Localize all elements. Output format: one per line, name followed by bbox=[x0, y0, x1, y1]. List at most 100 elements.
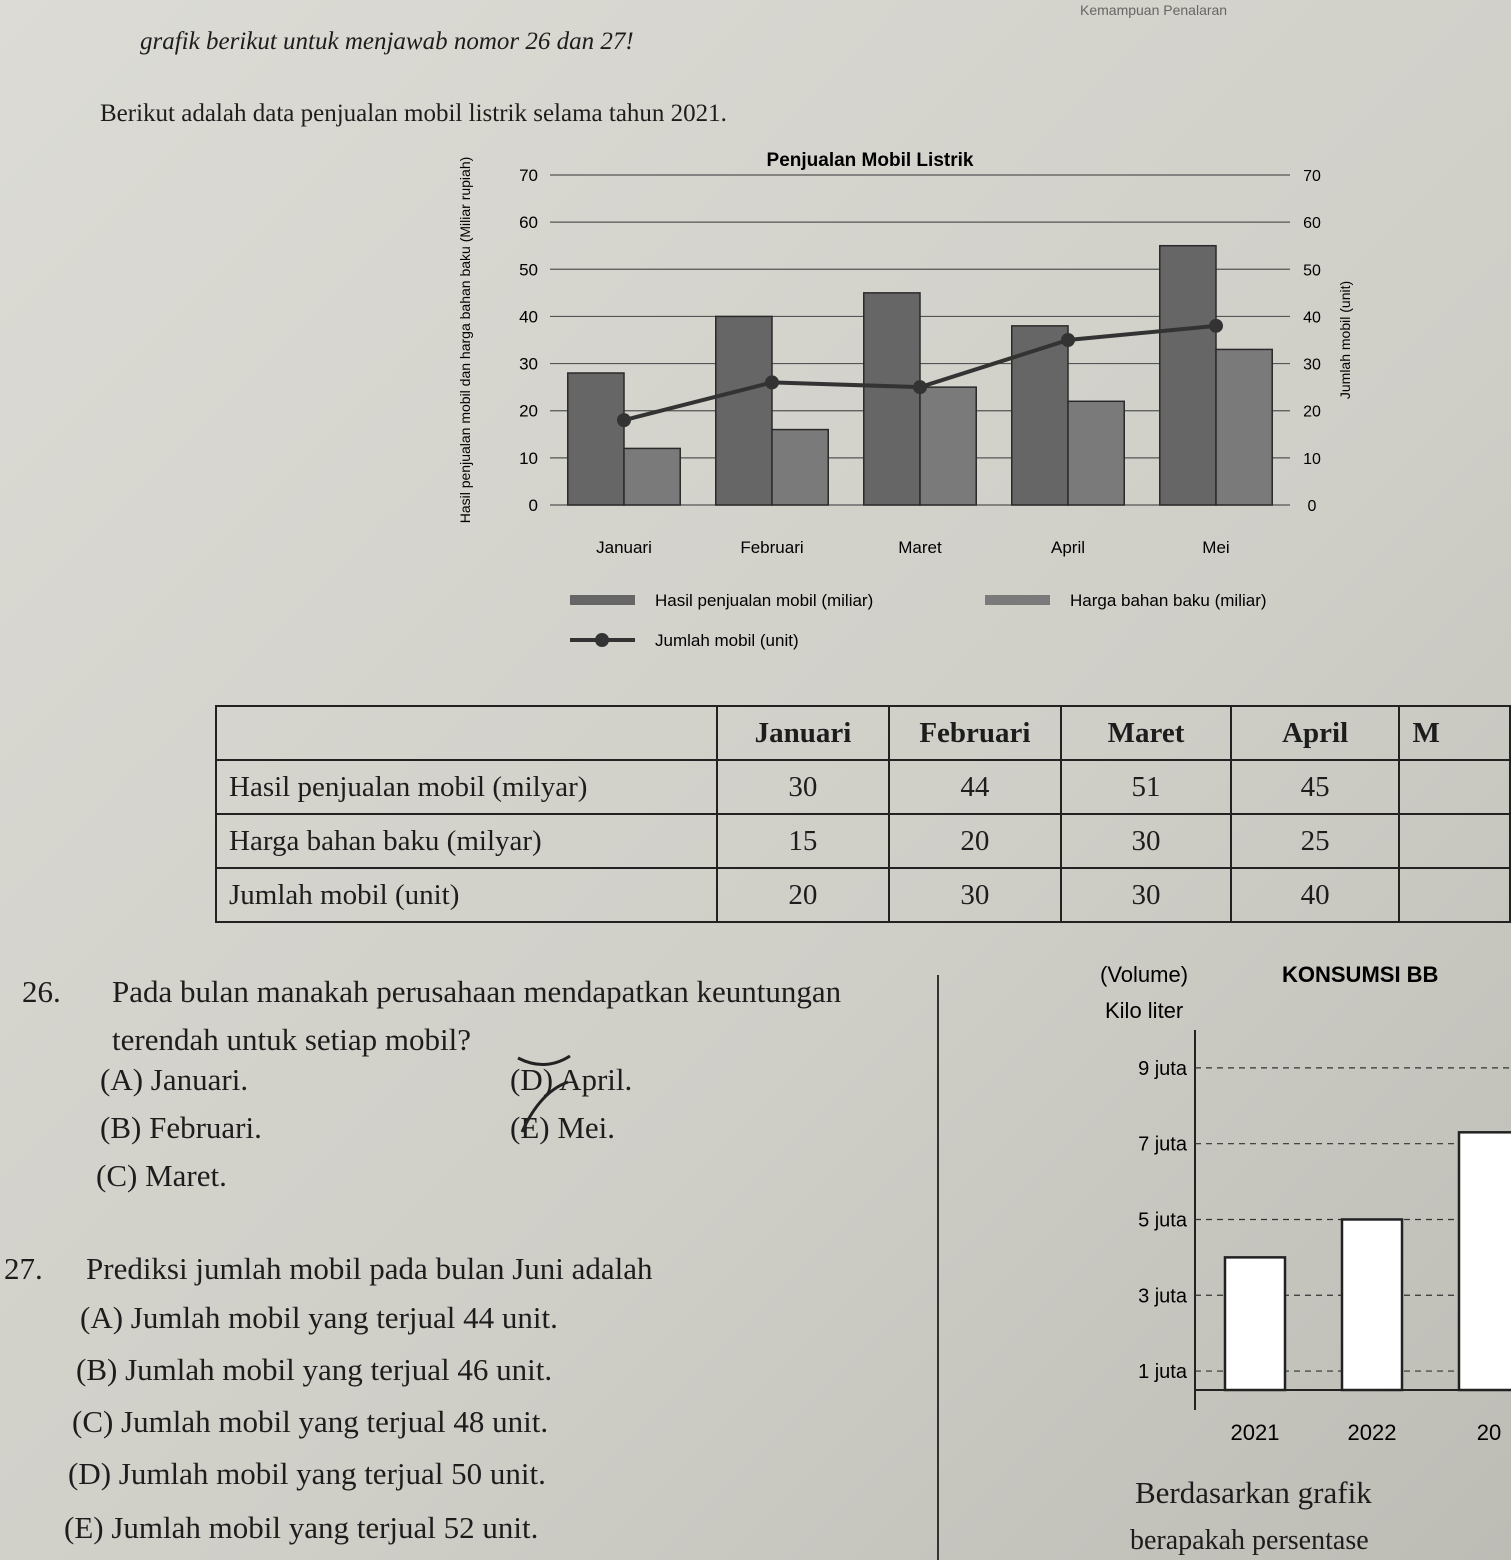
option-label: (C) bbox=[72, 1404, 114, 1439]
y-tick-label: 60 bbox=[519, 213, 538, 232]
answer-mark bbox=[517, 1054, 571, 1133]
data-table: Januari Februari Maret April M Hasil pen… bbox=[214, 705, 1511, 923]
option: (C) Jumlah mobil yang terjual 48 unit. bbox=[72, 1404, 548, 1440]
table-header: Maret bbox=[1060, 705, 1232, 761]
table-row: Hasil penjualan mobil (milyar) 30 44 51 … bbox=[214, 759, 1511, 815]
option-text: Maret. bbox=[145, 1158, 227, 1193]
cell: 45 bbox=[1229, 759, 1401, 815]
line-point bbox=[1209, 318, 1223, 333]
option: (E) Jumlah mobil yang terjual 52 unit. bbox=[64, 1510, 538, 1546]
question-text: berapakah persentase bbox=[1130, 1525, 1369, 1556]
option: (B) Februari. bbox=[100, 1110, 262, 1146]
question-number: 27. bbox=[4, 1251, 43, 1286]
instruction: grafik berikut untuk menjawab nomor 26 d… bbox=[140, 28, 634, 55]
option-label: (A) bbox=[80, 1300, 124, 1335]
cell: 51 bbox=[1060, 759, 1232, 815]
cell: 25 bbox=[1229, 813, 1401, 869]
page-header: Kemampuan Penalaran bbox=[1080, 2, 1228, 18]
question-text: Berdasarkan grafik bbox=[1135, 1475, 1372, 1510]
y-tick-label: 0 bbox=[529, 496, 538, 515]
bar bbox=[623, 447, 681, 506]
question-number: 26. bbox=[22, 974, 61, 1009]
option-label: (A) bbox=[100, 1062, 144, 1097]
cell: 20 bbox=[887, 813, 1063, 869]
bar bbox=[863, 292, 921, 506]
option: (D) April. bbox=[510, 1062, 632, 1098]
y-tick-label: 5 juta bbox=[1138, 1209, 1188, 1231]
row-label: Harga bahan baku (milyar) bbox=[214, 813, 719, 869]
line-point bbox=[1061, 333, 1075, 347]
line-point bbox=[913, 380, 927, 395]
cell: 15 bbox=[716, 813, 890, 869]
option-text: Jumlah mobil yang terjual 46 unit. bbox=[125, 1352, 553, 1387]
y2-axis-title: Jumlah mobil (unit) bbox=[1337, 281, 1353, 399]
fuel-chart: KONSUMSI BB (Volume) Kilo liter 1 juta 3 jut… bbox=[1100, 962, 1511, 1445]
line-point bbox=[765, 375, 779, 390]
y-tick-label: 40 bbox=[519, 307, 538, 326]
y2-tick-label: 30 bbox=[1303, 357, 1321, 374]
option-text: Jumlah mobil yang terjual 50 unit. bbox=[118, 1456, 546, 1491]
y-axis-title: (Volume) bbox=[1100, 962, 1188, 987]
table-row: Harga bahan baku (milyar) 15 20 30 25 bbox=[214, 813, 1511, 869]
table-header: April bbox=[1229, 705, 1401, 761]
option: (A) Januari. bbox=[100, 1062, 248, 1098]
bar bbox=[771, 428, 829, 506]
y-tick-label: 1 juta bbox=[1138, 1361, 1188, 1383]
bar bbox=[715, 315, 773, 506]
bar bbox=[1457, 1131, 1511, 1392]
option-label: (C) bbox=[96, 1158, 138, 1193]
legend-label: Jumlah mobil (unit) bbox=[655, 631, 799, 650]
bar bbox=[1159, 244, 1217, 506]
x-tick-label: 2022 bbox=[1348, 1420, 1397, 1445]
chart-title: KONSUMSI BB bbox=[1282, 962, 1438, 987]
cell: 40 bbox=[1229, 867, 1401, 923]
cell: 20 bbox=[716, 867, 890, 923]
table-row: Jumlah mobil (unit) 20 30 30 40 bbox=[214, 867, 1511, 923]
option-label: (E) bbox=[64, 1510, 104, 1545]
cell bbox=[1398, 759, 1511, 815]
row-label: Jumlah mobil (unit) bbox=[214, 867, 719, 923]
column-divider bbox=[937, 975, 939, 1560]
bar bbox=[1340, 1218, 1404, 1392]
table-corner bbox=[214, 705, 719, 761]
bar bbox=[1223, 1256, 1287, 1392]
option: (C) Maret. bbox=[96, 1158, 227, 1194]
y-tick-label: 9 juta bbox=[1138, 1058, 1188, 1080]
y-tick-label: 7 juta bbox=[1138, 1134, 1188, 1156]
x-tick-label: Februari bbox=[740, 538, 803, 557]
sales-chart: Penjualan Mobil Listrik 0 10 20 30 40 50 60 70 0 1… bbox=[457, 150, 1353, 650]
y-tick-label: 3 juta bbox=[1138, 1285, 1188, 1307]
cell: 30 bbox=[1060, 813, 1232, 869]
option-label: (B) bbox=[76, 1352, 118, 1387]
cell: 30 bbox=[887, 867, 1063, 923]
table-header: Januari bbox=[716, 705, 890, 761]
y2-tick-label: 60 bbox=[1303, 215, 1321, 232]
x-tick-label: April bbox=[1051, 538, 1085, 557]
intro-text: Berikut adalah data penjualan mobil list… bbox=[100, 100, 727, 127]
option-text: Jumlah mobil yang terjual 48 unit. bbox=[121, 1404, 549, 1439]
y-tick-label: 20 bbox=[519, 402, 538, 421]
question-text: Prediksi jumlah mobil pada bulan Juni ad… bbox=[86, 1251, 653, 1286]
x-tick-label: Mei bbox=[1202, 538, 1229, 557]
legend-label: Harga bahan baku (miliar) bbox=[1070, 591, 1267, 610]
option: (A) Jumlah mobil yang terjual 44 unit. bbox=[80, 1300, 558, 1336]
option-text: Februari. bbox=[149, 1110, 262, 1145]
legend-swatch bbox=[595, 633, 609, 647]
question-text: Pada bulan manakah perusahaan mendapatka… bbox=[112, 974, 842, 1057]
y-tick-label: 10 bbox=[519, 449, 538, 468]
y2-tick-label: 10 bbox=[1303, 451, 1321, 468]
y2-tick-label: 50 bbox=[1303, 262, 1321, 279]
option-text: Januari. bbox=[150, 1062, 249, 1097]
y2-tick-label: 70 bbox=[1303, 168, 1321, 185]
option-label: (B) bbox=[100, 1110, 142, 1145]
y2-tick-label: 40 bbox=[1303, 309, 1321, 326]
cell: 30 bbox=[716, 759, 890, 815]
y-axis-title: Hasil penjualan mobil dan harga bahan ba… bbox=[457, 157, 473, 524]
cell: 44 bbox=[887, 759, 1063, 815]
legend-swatch bbox=[985, 595, 1050, 605]
x-tick-label: Maret bbox=[898, 538, 942, 557]
table-header-row: Januari Februari Maret April M bbox=[214, 705, 1511, 761]
y-tick-label: 30 bbox=[519, 355, 538, 374]
